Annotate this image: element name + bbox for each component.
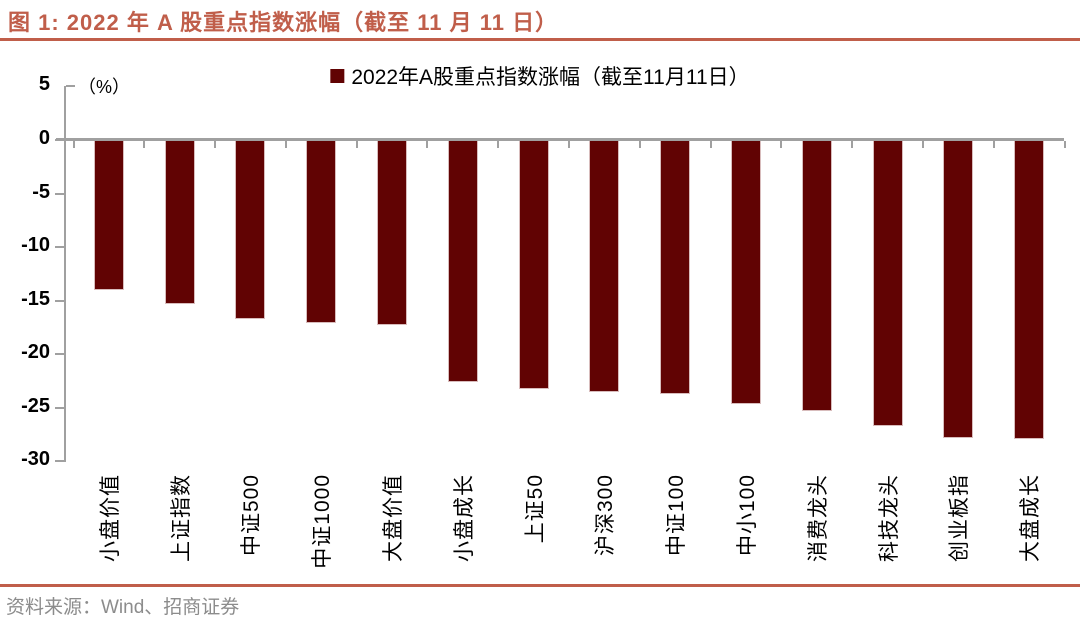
bar (943, 141, 974, 438)
figure-title: 图 1: 2022 年 A 股重点指数涨幅（截至 11 月 11 日） (8, 10, 559, 35)
x-axis-label: 科技龙头 (877, 474, 901, 562)
bar (164, 141, 195, 304)
y-tick-label: -15 (21, 287, 50, 310)
x-axis-label: 大盘价值 (382, 474, 406, 562)
x-axis-label: 中小100 (735, 474, 759, 557)
x-tick-mark (851, 141, 854, 148)
y-tick-label: -10 (21, 234, 50, 257)
bar (872, 141, 903, 426)
x-tick-mark (780, 141, 783, 148)
x-tick-mark (497, 141, 500, 148)
y-tick-mark (55, 139, 64, 141)
x-tick-mark (921, 141, 924, 148)
x-axis-label: 上证50 (523, 474, 547, 544)
bar (589, 141, 620, 392)
bar (377, 141, 408, 326)
bar (235, 141, 266, 319)
x-tick-mark (1063, 141, 1066, 148)
x-axis-zero-line (56, 138, 1064, 141)
x-axis-label: 上证指数 (169, 474, 193, 562)
y-tick-label: -25 (21, 394, 50, 417)
x-tick-mark (709, 141, 712, 148)
x-axis-label: 中证100 (665, 474, 689, 557)
legend-label: 2022年A股重点指数涨幅（截至11月11日） (351, 66, 750, 89)
y-tick-mark (55, 246, 64, 249)
x-tick-mark (568, 141, 570, 148)
x-axis-label: 小盘成长 (452, 474, 476, 562)
title-underline (0, 38, 1080, 41)
bar (447, 141, 478, 383)
x-axis-label: 消费龙头 (806, 474, 830, 562)
x-tick-mark (638, 141, 641, 148)
x-axis-label: 小盘价值 (98, 474, 122, 562)
y-axis-unit-label: （%） (78, 77, 131, 97)
y-tick-label: 5 (38, 73, 50, 96)
x-axis-label: 大盘成长 (1019, 474, 1043, 562)
y-tick-mark (55, 406, 64, 409)
x-tick-mark (992, 141, 995, 148)
y-tick-mark (55, 460, 64, 463)
bar (93, 141, 124, 290)
y-tick-mark (66, 85, 75, 88)
y-tick-label: -5 (32, 180, 50, 203)
x-axis-label: 创业板指 (948, 474, 972, 562)
x-axis-label: 沪深300 (594, 474, 618, 557)
y-tick-mark (55, 192, 64, 195)
y-tick-mark (55, 353, 64, 356)
source-note: 资料来源：Wind、招商证券 (6, 597, 240, 618)
x-tick-mark (284, 141, 287, 148)
legend-swatch-icon (330, 69, 345, 83)
bar (306, 141, 337, 324)
x-tick-mark (355, 141, 358, 148)
x-axis-label: 中证1000 (311, 474, 335, 569)
x-tick-mark (426, 141, 429, 148)
chart-legend: 2022年A股重点指数涨幅（截至11月11日） (330, 61, 750, 91)
x-tick-mark (143, 141, 146, 148)
bar (518, 141, 549, 389)
x-tick-mark (72, 141, 75, 148)
bar (730, 141, 761, 404)
y-tick-mark (55, 299, 64, 302)
footer-separator (0, 584, 1080, 587)
y-axis-line (64, 86, 66, 462)
y-tick-label: -30 (21, 448, 50, 471)
x-axis-label: 中证500 (240, 474, 264, 557)
bar (801, 141, 832, 411)
y-tick-label: -20 (21, 341, 50, 364)
y-tick-label: 0 (38, 127, 50, 149)
x-tick-mark (214, 141, 217, 148)
bar (1014, 141, 1045, 439)
bar (660, 141, 691, 394)
